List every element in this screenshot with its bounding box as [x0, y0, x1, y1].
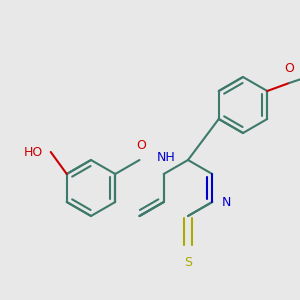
Text: O: O	[136, 139, 146, 152]
Text: O: O	[284, 62, 294, 75]
Text: HO: HO	[23, 146, 43, 158]
Text: NH: NH	[156, 151, 175, 164]
Text: S: S	[184, 256, 192, 269]
Text: N: N	[222, 196, 232, 208]
